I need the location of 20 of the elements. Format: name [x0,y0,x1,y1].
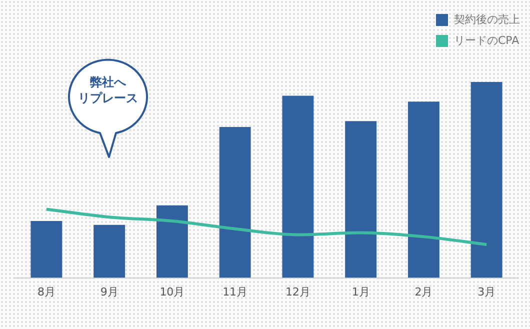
bar [156,205,188,278]
bar [219,127,251,278]
x-tick-label: 1月 [352,285,370,298]
x-tick-label: 12月 [285,285,310,298]
bar [470,82,502,278]
annotation: リプレース [77,90,139,106]
x-tick-label: 2月 [414,285,433,298]
bar [408,102,440,278]
legend-label: 契約後の売上 [454,12,520,27]
legend-label: リードのCPA [454,33,520,48]
x-tick-label: 9月 [100,285,118,298]
bar [282,96,314,278]
bar [30,221,62,278]
x-tick-label: 11月 [222,285,248,298]
annotation: 弊社へ [89,74,127,90]
bar [94,224,126,278]
x-tick-label: 10月 [160,285,185,298]
x-tick-label: 8月 [37,285,56,298]
bar [345,121,377,278]
x-tick-label: 3月 [478,285,496,298]
